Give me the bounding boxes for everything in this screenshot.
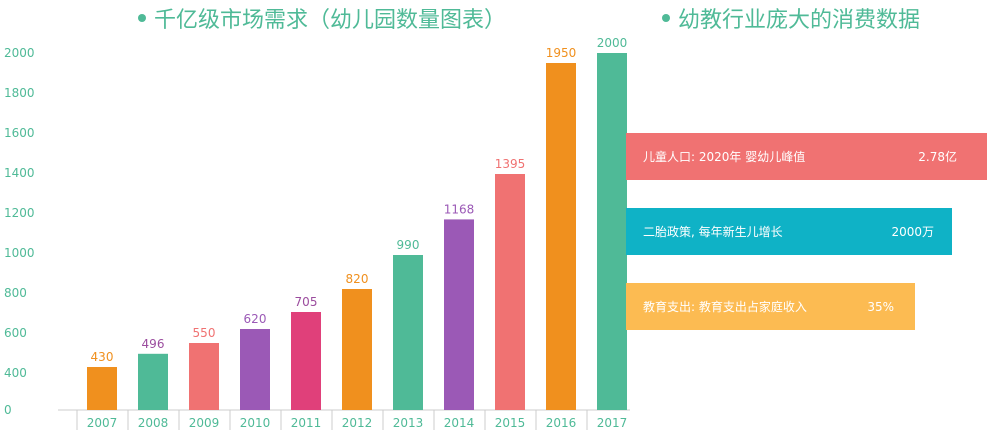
- bar: [342, 289, 372, 410]
- bullet-dot-icon: [138, 14, 146, 22]
- stat-value: 2.78亿: [918, 150, 957, 164]
- y-tick-label: 2000: [4, 46, 35, 60]
- bar: [291, 312, 321, 410]
- data-label: 1950: [546, 46, 577, 60]
- bar: [189, 343, 219, 410]
- bar: [87, 367, 117, 410]
- data-label: 990: [397, 238, 420, 252]
- x-tick-label: 2015: [495, 416, 526, 430]
- bar: [393, 255, 423, 410]
- bar-chart: 0 400 600 800 1000 1200 1400 1600 1800 2000 430 200…: [4, 36, 630, 430]
- x-tick-label: 2013: [393, 416, 424, 430]
- y-tick-label: 600: [4, 326, 27, 340]
- x-tick-label: 2017: [597, 416, 628, 430]
- chart-title-text: 千亿级市场需求（幼儿园数量图表）: [154, 8, 507, 33]
- x-tick-label: 2016: [546, 416, 577, 430]
- x-tick-label: 2012: [342, 416, 373, 430]
- y-tick-label: 400: [4, 366, 27, 380]
- data-label: 820: [346, 272, 369, 286]
- x-tick-label: 2008: [138, 416, 169, 430]
- bullet-dot-icon: [662, 14, 670, 22]
- y-tick-label: 0: [4, 403, 12, 417]
- y-tick-label: 1200: [4, 206, 35, 220]
- x-tick-label: 2014: [444, 416, 475, 430]
- stat-label: 教育支出: 教育支出占家庭收入: [643, 300, 807, 314]
- stat-value: 2000万: [891, 225, 934, 239]
- y-tick-label: 1400: [4, 166, 35, 180]
- chart-title-left: 千亿级市场需求（幼儿园数量图表）: [138, 2, 506, 34]
- stats-title-text: 幼教行业庞大的消费数据: [678, 8, 921, 33]
- x-tick-label: 2011: [291, 416, 322, 430]
- stat-value: 35%: [867, 299, 894, 314]
- x-tick-label: 2009: [189, 416, 220, 430]
- x-tick-label: 2007: [87, 416, 118, 430]
- stat-label: 二胎政策, 每年新生儿增长: [643, 225, 783, 239]
- y-tick-label: 800: [4, 286, 27, 300]
- stat-bar-child-population: 儿童人口: 2020年 婴幼儿峰值 2.78亿: [626, 133, 987, 180]
- stat-label: 儿童人口: 2020年 婴幼儿峰值: [643, 150, 806, 164]
- y-tick-label: 1600: [4, 126, 35, 140]
- data-label: 550: [193, 326, 216, 340]
- data-label: 430: [91, 350, 114, 364]
- bar: [444, 219, 474, 410]
- data-label: 2000: [597, 36, 628, 50]
- data-label: 705: [295, 295, 318, 309]
- data-label: 1395: [495, 157, 526, 171]
- bar: [495, 174, 525, 410]
- data-label: 496: [142, 337, 165, 351]
- stat-bar-newborns: 二胎政策, 每年新生儿增长 2000万: [626, 208, 952, 255]
- bar: [597, 53, 627, 410]
- stats-title-right: 幼教行业庞大的消费数据: [662, 2, 920, 34]
- stat-bar-education-spending: 教育支出: 教育支出占家庭收入 35%: [626, 283, 915, 330]
- data-label: 620: [244, 312, 267, 326]
- bar: [546, 63, 576, 410]
- bar: [138, 353, 168, 410]
- data-label: 1168: [444, 202, 475, 216]
- y-tick-label: 1000: [4, 246, 35, 260]
- bar: [240, 329, 270, 410]
- y-tick-label: 1800: [4, 86, 35, 100]
- x-tick-label: 2010: [240, 416, 271, 430]
